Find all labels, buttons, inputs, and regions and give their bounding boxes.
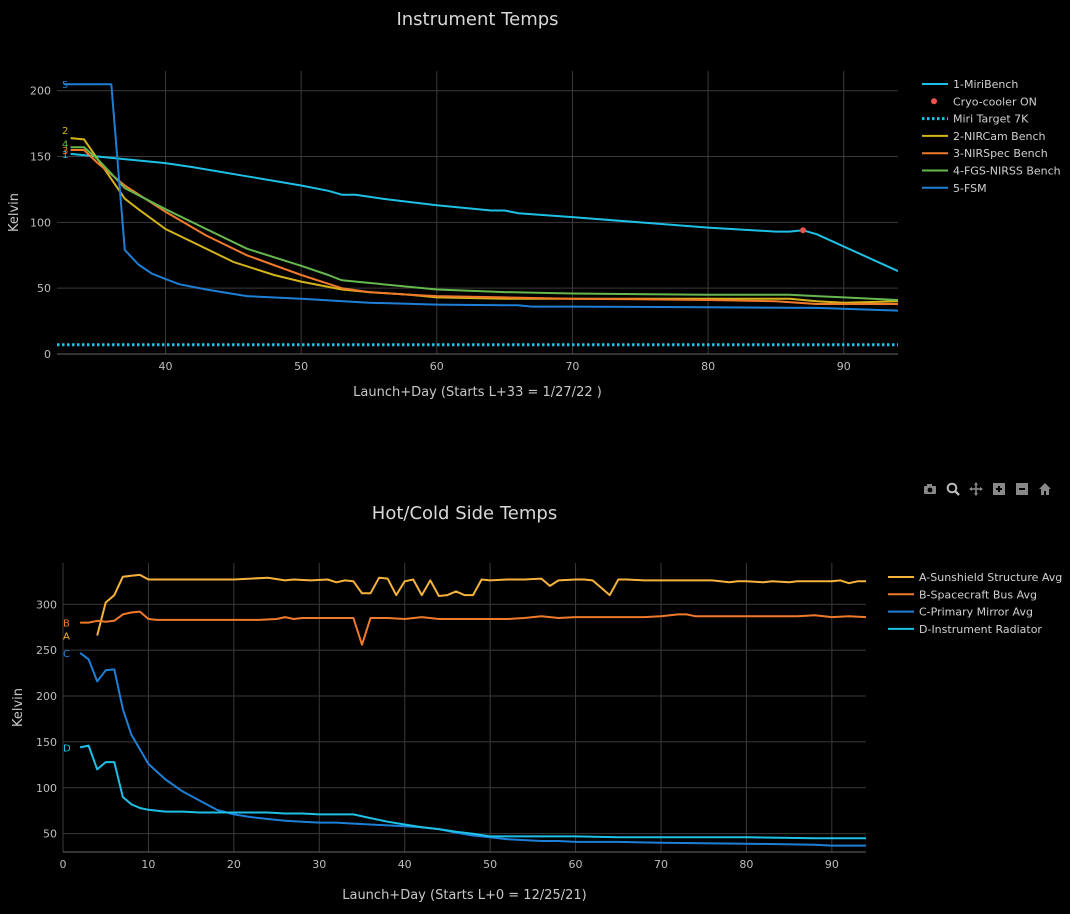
chart0-legend-label: 3-NIRSpec Bench <box>953 147 1048 160</box>
chart1-x-tick-label: 30 <box>312 858 326 871</box>
chart1-y-tick-label: 250 <box>36 644 57 657</box>
chart1-series-b-spacecraft-bus-avg-end-label: B <box>63 619 70 630</box>
chart0-legend-label: 5-FSM <box>953 182 987 195</box>
chart1-title: Hot/Cold Side Temps <box>372 503 557 524</box>
chart0-legend-item-cryo-cooler-on[interactable]: Cryo-cooler ON <box>931 95 1037 108</box>
chart0-legend-label: 4-FGS-NIRSS Bench <box>953 165 1061 178</box>
chart1-x-tick-label: 20 <box>227 858 241 871</box>
chart1-x-tick-label: 40 <box>398 858 412 871</box>
chart0-x-axis-title: Launch+Day (Starts L+33 = 1/27/22 ) <box>353 385 602 400</box>
chart1-series-a-sunshield-structure-avg-end-label: A <box>63 631 70 642</box>
chart0-y-tick-label: 50 <box>37 282 51 295</box>
chart1-series-b-spacecraft-bus-avg-line[interactable] <box>80 610 866 646</box>
chart0-x-tick-label: 80 <box>701 360 715 373</box>
chart1-series-c-primary-mirror-avg-line[interactable] <box>79 652 866 847</box>
chart1-x-tick-label: 90 <box>825 858 839 871</box>
chart-toolbar <box>923 481 1052 496</box>
chart0-series-2-nircam-bench-line[interactable] <box>70 137 898 304</box>
chart0-y-tick-label: 150 <box>30 151 51 164</box>
chart0-grid <box>57 71 898 355</box>
zoom-in-icon[interactable] <box>992 481 1006 495</box>
chart0-series-4-fgs-nirss-bench-end-label: 4 <box>62 139 68 150</box>
chart1-x-tick-label: 80 <box>739 858 753 871</box>
chart1-legend-label: A-Sunshield Structure Avg <box>919 571 1062 584</box>
chart1-series-d-instrument-radiator-end-label: D <box>63 743 71 754</box>
chart1-series-d-instrument-radiator-line[interactable] <box>79 744 866 840</box>
chart0-legend-item-1-miribench[interactable]: 1-MiriBench <box>922 78 1018 91</box>
chart1-x-tick-label: 10 <box>141 858 155 871</box>
chart1-legend-item-b-spacecraft-bus-avg[interactable]: B-Spacecraft Bus Avg <box>888 588 1037 601</box>
camera-icon[interactable] <box>923 481 937 495</box>
chart1-legend-item-a-sunshield-structure-avg[interactable]: A-Sunshield Structure Avg <box>888 571 1062 584</box>
chart1-legend: A-Sunshield Structure Avg B-Spacecraft Bu… <box>888 571 1062 636</box>
chart0-x-tick-label: 60 <box>430 360 444 373</box>
chart0-series-4-fgs-nirss-bench-line[interactable] <box>70 146 898 301</box>
pan-icon[interactable] <box>969 481 983 496</box>
chart1-y-axis-title: Kelvin <box>11 688 26 727</box>
chart0-legend-item-5-fsm[interactable]: 5-FSM <box>922 182 987 195</box>
chart1-series-a-sunshield-structure-avg-line[interactable] <box>96 573 866 636</box>
chart0-x-tick-label: 50 <box>294 360 308 373</box>
chart0-y-tick-label: 200 <box>30 85 51 98</box>
chart0-series-cryo-cooler-on-point[interactable] <box>800 227 807 234</box>
chart0-legend: 1-MiriBench Cryo-cooler ON Miri Target 7K 2… <box>922 78 1061 195</box>
chart1-legend-label: B-Spacecraft Bus Avg <box>919 588 1037 601</box>
chart0-legend-label: Cryo-cooler ON <box>953 95 1037 108</box>
chart1-x-tick-label: 60 <box>569 858 583 871</box>
chart1-y-tick-label: 150 <box>36 736 57 749</box>
chart0-series-2-nircam-bench-end-label: 2 <box>62 126 68 137</box>
chart0-legend-item-2-nircam-bench[interactable]: 2-NIRCam Bench <box>922 130 1046 143</box>
chart0-legend-label: Miri Target 7K <box>953 113 1029 126</box>
chart0-series-3-nirspec-bench-end-label: 3 <box>62 146 68 157</box>
chart1-x-tick-label: 50 <box>483 858 497 871</box>
chart0-x-tick-label: 40 <box>159 360 173 373</box>
chart1-y-tick-label: 100 <box>36 782 57 795</box>
chart1-x-axis-title: Launch+Day (Starts L+0 = 12/25/21) <box>342 888 587 903</box>
chart1-series-c-primary-mirror-avg-end-label: C <box>63 649 70 660</box>
zoom-icon[interactable] <box>946 481 960 496</box>
chart0-legend-item-miri-target-7k[interactable]: Miri Target 7K <box>922 113 1029 126</box>
chart0-y-tick-label: 100 <box>30 216 51 229</box>
chart0-series-1-miribench-line[interactable] <box>70 152 898 273</box>
chart1-y-tick-label: 300 <box>36 598 57 611</box>
chart1-x-tick-label: 70 <box>654 858 668 871</box>
chart1-legend-label: D-Instrument Radiator <box>919 623 1042 636</box>
chart0-title: Instrument Temps <box>396 9 558 30</box>
chart1-x-tick-label: 0 <box>60 858 67 871</box>
chart1-legend-item-d-instrument-radiator[interactable]: D-Instrument Radiator <box>888 623 1042 636</box>
chart0-legend-swatch <box>931 98 937 105</box>
chart1-y-tick-label: 50 <box>43 828 57 841</box>
chart0-series-5-fsm-line[interactable] <box>63 83 898 312</box>
chart0-y-tick-label: 0 <box>44 348 51 361</box>
chart0-legend-label: 1-MiriBench <box>953 78 1018 91</box>
chart1-y-tick-label: 200 <box>36 690 57 703</box>
home-icon[interactable] <box>1038 481 1052 495</box>
chart0-x-tick-label: 70 <box>565 360 579 373</box>
chart0-y-axis-title: Kelvin <box>7 193 22 232</box>
chart0-legend-item-3-nirspec-bench[interactable]: 3-NIRSpec Bench <box>922 147 1048 160</box>
chart0-series-3-nirspec-bench-line[interactable] <box>70 149 898 305</box>
chart0-legend-label: 2-NIRCam Bench <box>953 130 1046 143</box>
chart0-x-tick-label: 90 <box>837 360 851 373</box>
chart0-legend-item-4-fgs-nirss-bench[interactable]: 4-FGS-NIRSS Bench <box>922 165 1061 178</box>
chart1-grid <box>62 563 866 852</box>
chart1-legend-item-c-primary-mirror-avg[interactable]: C-Primary Mirror Avg <box>888 606 1033 619</box>
hot-cold-temps-chart: Hot/Cold Side Temps 0 10 20 30 40 50 60 70 80 90 50… <box>11 503 1062 903</box>
instrument-temps-chart: Instrument Temps 40 50 60 70 80 90 0 50 100 150 200… <box>7 9 1061 400</box>
chart0-series-5-fsm-end-label: 5 <box>62 80 68 91</box>
zoom-out-icon[interactable] <box>1015 481 1029 495</box>
chart0-series-1-miribench-end-label: 1 <box>62 150 68 161</box>
chart1-legend-label: C-Primary Mirror Avg <box>919 606 1033 619</box>
